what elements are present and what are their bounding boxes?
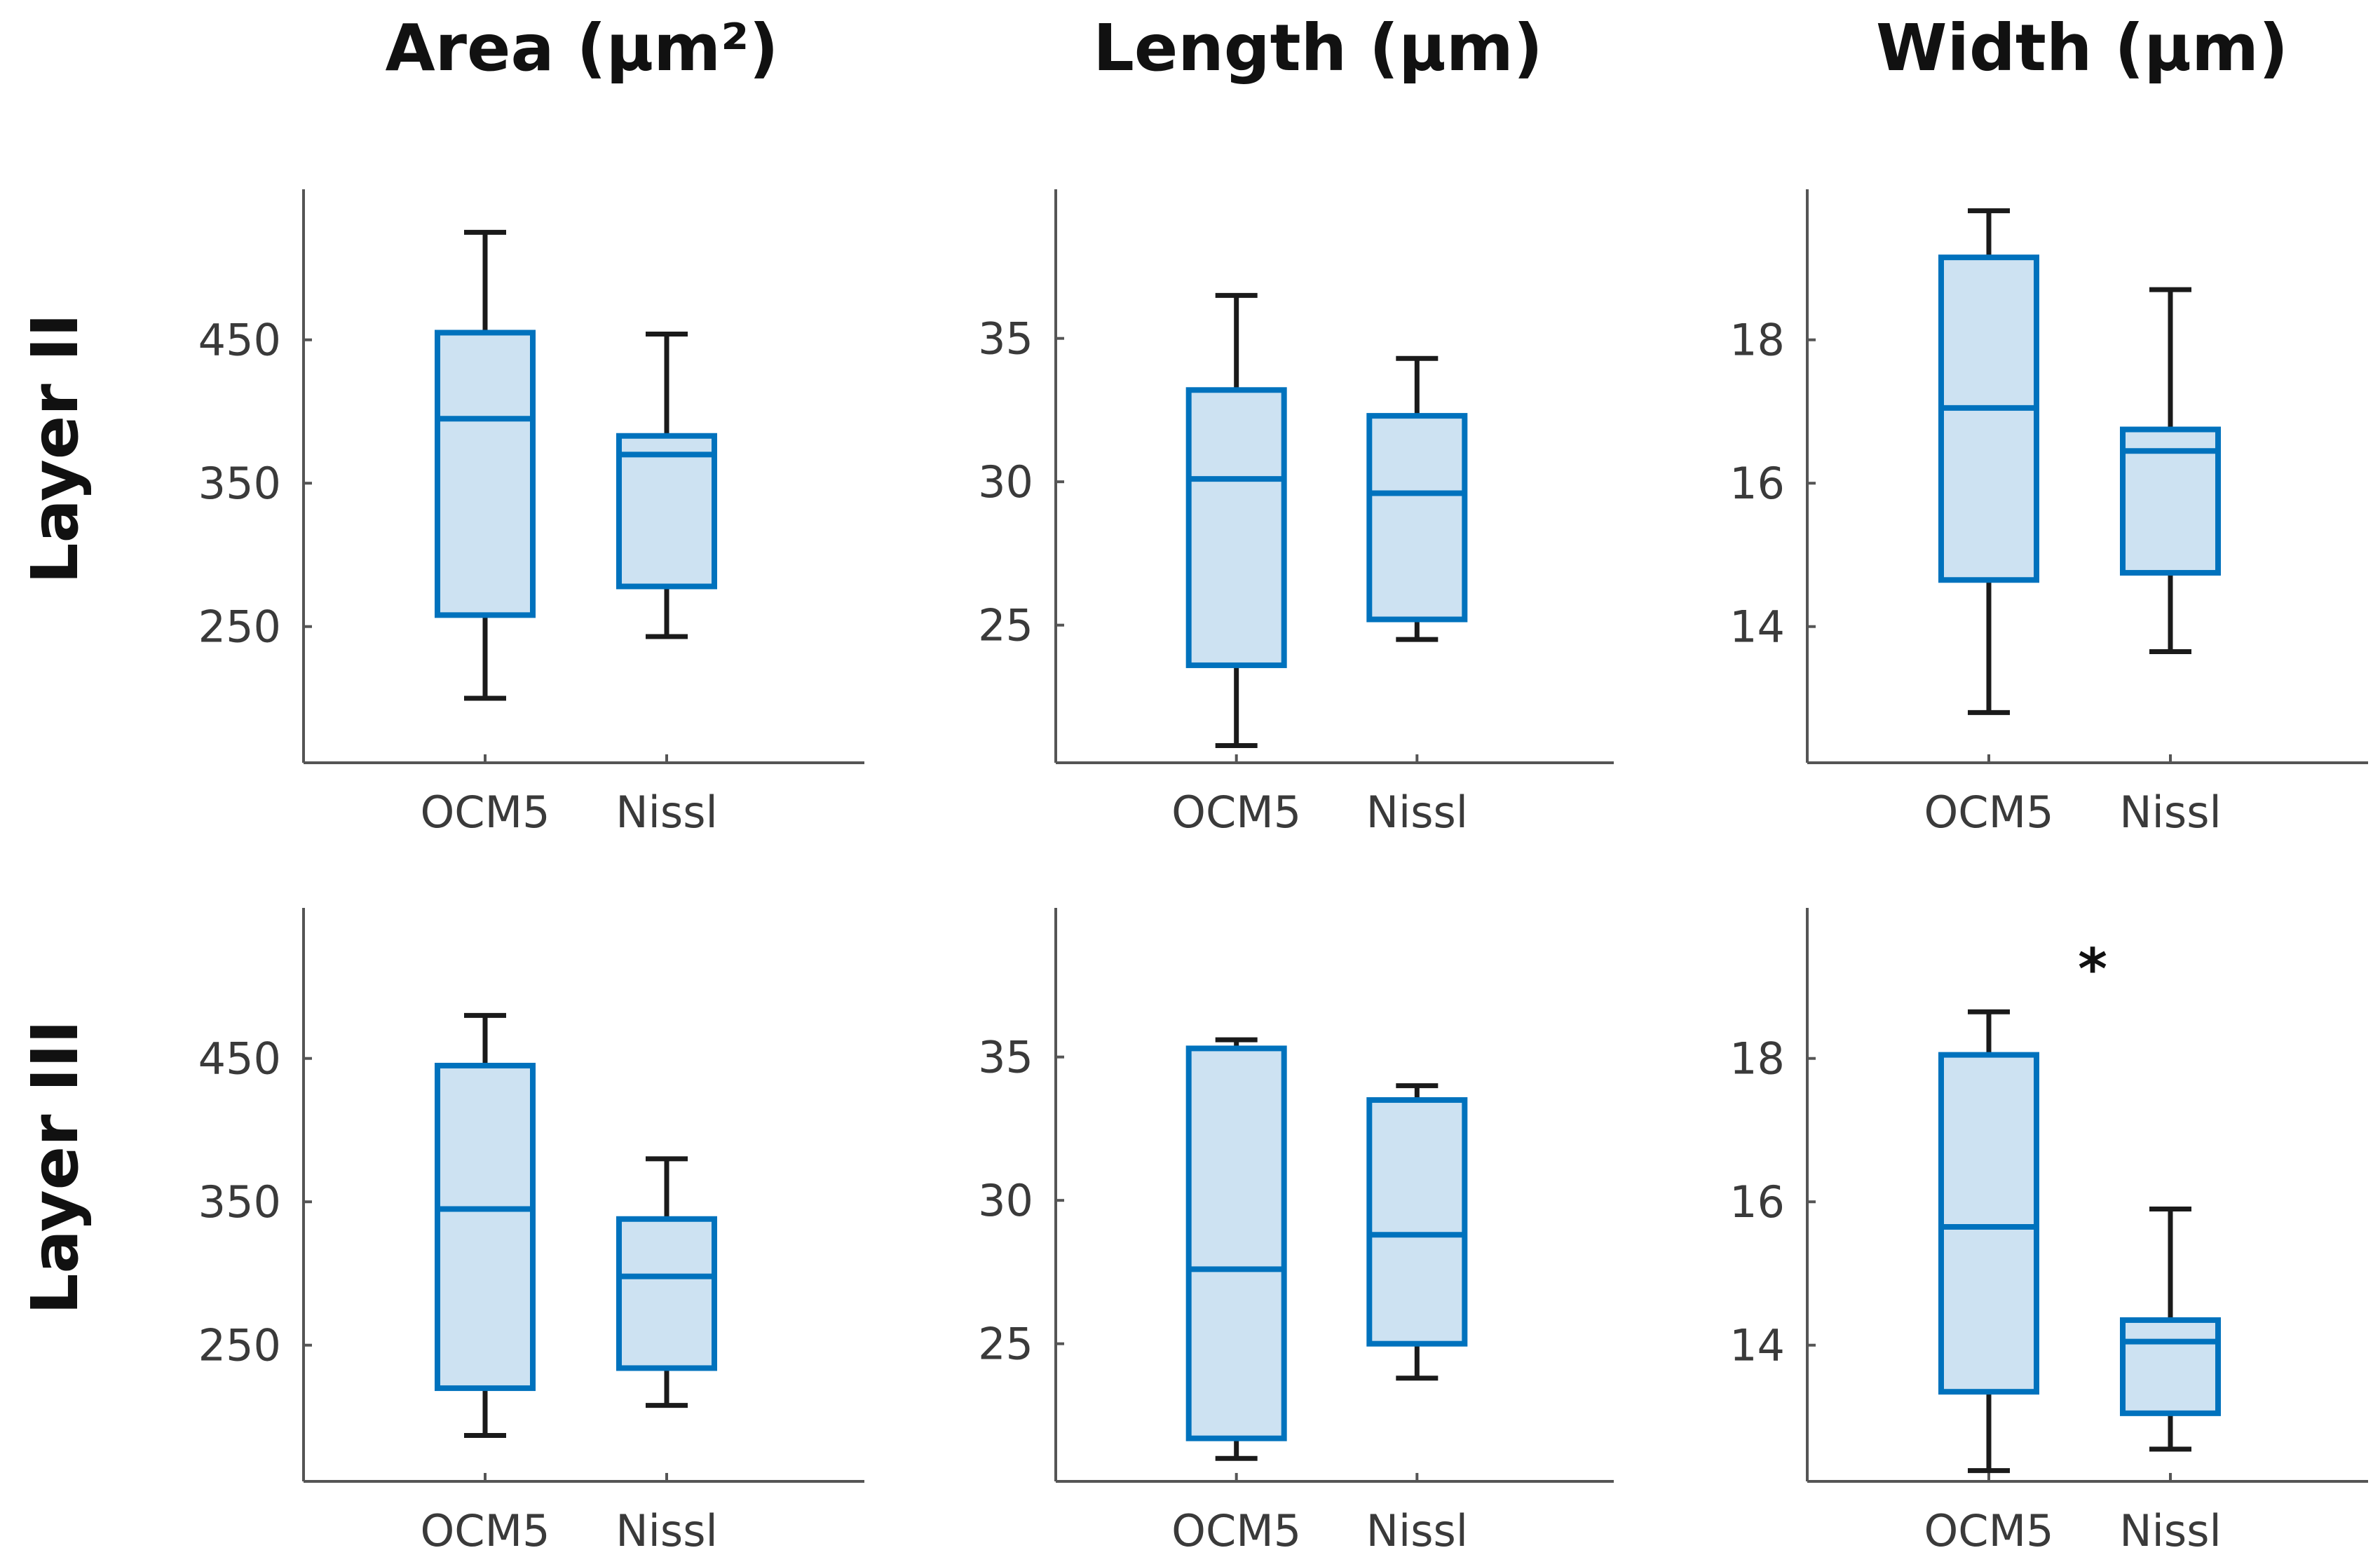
- iqr-box: [435, 330, 536, 618]
- iqr-box: [616, 433, 717, 590]
- y-tick-label: 16: [1729, 458, 1785, 509]
- y-tick-label: 250: [198, 1320, 281, 1371]
- box-nissl: [2120, 287, 2221, 655]
- iqr-box: [1185, 387, 1287, 668]
- y-tick-label: 450: [198, 1033, 281, 1085]
- y-tick-label: 30: [978, 1175, 1033, 1226]
- x-tick-label-ocm5: OCM5: [420, 787, 550, 838]
- panel-layer-ii-area: 250 350 450 OCM5 Nissl: [198, 189, 864, 838]
- box-ocm5: [1938, 208, 2039, 715]
- panel-layer-ii-width: 14 16 18 OCM5 Nissl: [1729, 189, 2368, 838]
- box-nissl: [2120, 1206, 2221, 1452]
- iqr-box: [616, 1216, 717, 1371]
- y-tick-label: 250: [198, 602, 281, 653]
- x-tick-label-ocm5: OCM5: [420, 1505, 550, 1556]
- box-nissl: [1366, 355, 1468, 642]
- x-tick-label-nissl: Nissl: [1366, 787, 1468, 838]
- row-label-layer-iii: Layer III: [18, 1020, 93, 1315]
- box-nissl: [616, 332, 717, 639]
- x-tick-label-nissl: Nissl: [616, 1505, 717, 1556]
- panel-layer-iii-area: 250 350 450 OCM5 Nissl: [198, 908, 864, 1556]
- y-tick-label: 14: [1729, 602, 1785, 653]
- x-tick-label-ocm5: OCM5: [1171, 1505, 1301, 1556]
- box-ocm5: [1185, 1037, 1287, 1461]
- y-tick-label: 25: [978, 1319, 1033, 1370]
- y-tick-label: 16: [1729, 1176, 1785, 1228]
- box-ocm5: [435, 229, 536, 701]
- y-tick-label: 18: [1729, 1033, 1785, 1085]
- y-tick-label: 450: [198, 315, 281, 366]
- iqr-box: [1938, 254, 2039, 583]
- x-tick-label-nissl: Nissl: [1366, 1505, 1468, 1556]
- y-tick-label: 30: [978, 456, 1033, 508]
- y-tick-label: 14: [1729, 1320, 1785, 1371]
- y-tick-label: 35: [978, 313, 1033, 365]
- column-title-width: Width (µm): [1876, 11, 2288, 86]
- significance-asterisk: *: [2078, 937, 2107, 1002]
- iqr-box: [2120, 1317, 2221, 1416]
- panel-layer-ii-length: 25 30 35 OCM5 Nissl: [978, 189, 1614, 838]
- panel-layer-iii-width: 14 16 18 OCM5 Nissl: [1729, 908, 2368, 1556]
- y-tick-label: 35: [978, 1032, 1033, 1083]
- x-tick-label-ocm5: OCM5: [1924, 787, 2053, 838]
- column-title-length: Length (µm): [1093, 11, 1543, 86]
- x-tick-label-nissl: Nissl: [2119, 787, 2221, 838]
- iqr-box: [1366, 1097, 1468, 1347]
- x-tick-label-ocm5: OCM5: [1924, 1505, 2053, 1556]
- iqr-box: [1185, 1045, 1287, 1441]
- iqr-box: [1938, 1052, 2039, 1395]
- box-nissl: [1366, 1083, 1468, 1381]
- y-tick-label: 350: [198, 1176, 281, 1228]
- box-nissl: [616, 1156, 717, 1408]
- x-tick-label-ocm5: OCM5: [1171, 787, 1301, 838]
- panel-layer-iii-length: 25 30 35 OCM5 Nissl: [978, 908, 1614, 1556]
- box-ocm5: [435, 1012, 536, 1439]
- x-tick-label-nissl: Nissl: [616, 787, 717, 838]
- iqr-box: [1366, 413, 1468, 623]
- y-tick-label: 25: [978, 600, 1033, 651]
- box-ocm5: [1938, 1009, 2039, 1474]
- row-label-layer-ii: Layer II: [18, 313, 93, 584]
- box-ocm5: [1185, 292, 1287, 748]
- column-title-area: Area (µm²): [385, 11, 778, 86]
- x-tick-label-nissl: Nissl: [2119, 1505, 2221, 1556]
- y-tick-label: 350: [198, 458, 281, 509]
- y-tick-label: 18: [1729, 315, 1785, 366]
- iqr-box: [435, 1062, 536, 1392]
